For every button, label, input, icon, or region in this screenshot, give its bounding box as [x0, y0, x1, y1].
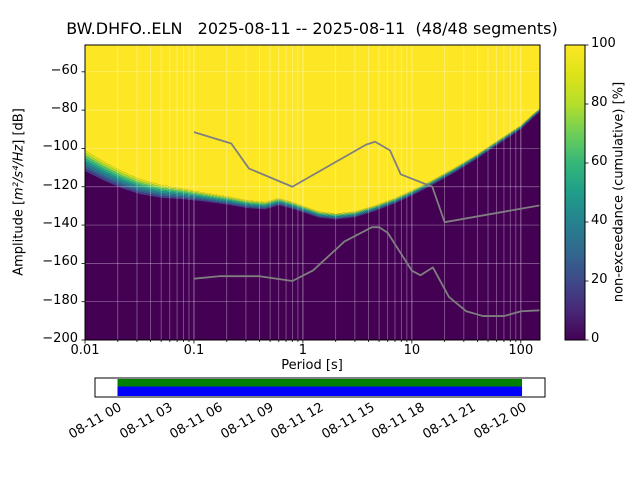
y-tick-label: −180	[42, 292, 78, 308]
x-tick-label: 1	[298, 343, 308, 358]
x-tick-label: 10	[403, 343, 421, 358]
colorbar-tick-label: 20	[591, 272, 608, 287]
colorbar-tick-label: 60	[591, 154, 608, 169]
colorbar-frame	[564, 44, 586, 341]
high-noise-model-line	[193, 131, 540, 224]
chart-title: BW.DHFO..ELN 2025-08-11 -- 2025-08-11 (4…	[66, 19, 558, 38]
colorbar-label: non-exceedance (cumulative) [%]	[611, 81, 627, 303]
colorbar-tick-label: 80	[591, 95, 608, 110]
y-tick-label: −160	[42, 254, 78, 270]
x-tick-label: 100	[508, 343, 534, 358]
timeline-processed-coverage	[117, 379, 523, 387]
colorbar-tick-label: 100	[591, 36, 616, 51]
y-tick-label: −140	[42, 216, 78, 232]
timeline-data-coverage	[117, 386, 523, 396]
y-tick-label: −120	[42, 177, 78, 193]
y-tick-label: −80	[50, 101, 78, 117]
y-tick-label: −60	[50, 62, 78, 78]
x-tick-label: 0.01	[70, 343, 100, 358]
colorbar-gradient	[565, 45, 585, 340]
colorbar-tick-label: 40	[591, 213, 608, 228]
x-tick-label: 0.1	[183, 343, 205, 358]
psd-heatmap	[85, 45, 540, 340]
y-tick-label: −100	[42, 139, 78, 155]
grid-lines	[85, 45, 540, 340]
colorbar-tick-label: 0	[591, 331, 600, 346]
axis-ticks	[81, 44, 589, 344]
y-tick-label: −200	[42, 331, 78, 346]
full-exceedance-region	[85, 45, 540, 214]
x-axis-label: Period [s]	[281, 358, 343, 373]
low-noise-model-line	[193, 226, 540, 317]
plot-frame	[84, 44, 541, 341]
